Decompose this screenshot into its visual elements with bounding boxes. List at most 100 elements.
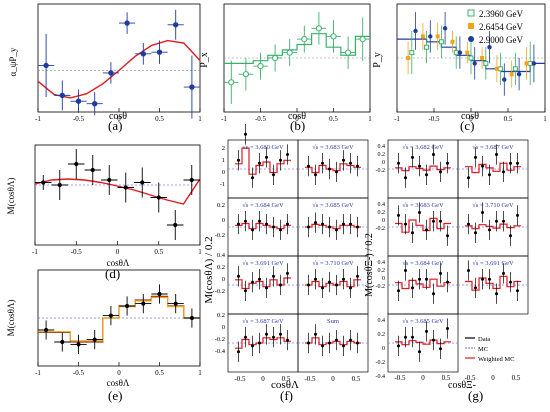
panel-g-point [397,161,400,165]
panel-f-ytick-label: 0 [222,217,225,224]
panel-f-histogram [305,337,361,346]
panel-b-xtick-label: -0.5 [255,115,267,123]
panel-f-point [237,158,240,162]
legend-entry: 2.6454 GeV [479,22,523,32]
panel-a-point [108,70,114,76]
panel-g-point [425,173,428,177]
panel-d-ylabel: M(cosθΛ) [6,178,16,215]
panel-b-xtick-label: 1 [368,115,372,123]
panel-d-xtick-label: 0.5 [154,248,163,256]
panel-f-energy-label: √s = 3.683 GeV [312,143,354,151]
panel-g-letter: (g) [468,388,483,403]
panel-a-point [59,92,65,99]
panel-g-point [488,277,491,281]
panel-g-ytick-label: -0.2 [376,360,386,366]
panel-g-ytick-label: 0.2 [378,268,386,274]
panel-d-point [41,180,46,185]
panel-f-point [356,164,359,168]
panel-f-point [286,222,289,226]
panel-g-ytick-label: -0.2 [376,226,386,232]
panel-g-histogram [395,165,451,172]
panel-g-point [397,213,400,217]
panel-f-point [286,271,289,275]
panel-f-point [314,173,317,177]
panel-f-point [251,228,254,232]
panel-g-point [495,219,498,223]
panel-f-point [356,225,359,229]
panel-e-point [157,291,162,297]
panel-g-point [418,164,421,168]
panel-f-point [335,338,338,342]
panel-f-point [342,158,345,162]
panel-b-point [330,33,337,40]
legend-marker [467,9,475,17]
panel-g-point [516,161,519,165]
panel-g-point [404,269,407,272]
panel-f-point [272,173,275,177]
panel-g-histogram [465,223,521,230]
panel-f-point [321,344,324,348]
panel-g-energy-label: √s = 3.710 GeV [472,201,514,209]
panel-g-legend-entry: Weighted MC [478,356,515,363]
panel-f-letter: (f) [280,388,293,403]
panel-c-point [465,50,470,55]
panel-c-point [512,66,518,72]
panel-b-ylabel: P_x [199,52,210,68]
panel-f-xlabel: cosθΛ [271,379,299,391]
panel-d-xtick-label: 1 [198,248,202,256]
panel-b-point [272,54,279,62]
panel-f-point [237,350,240,354]
panel-c-point [480,56,485,60]
panel-g-point [509,234,512,238]
panel-g-point [432,219,435,223]
panel-d-xlabel: cosθΛ [107,258,130,268]
panel-c-point [453,50,459,56]
panel-f-point [328,280,331,284]
panel-g-point [404,176,407,180]
panel-f-xtick-label: 0 [331,375,335,383]
panel-g-point [481,164,484,168]
panel-a-point [92,100,98,107]
panel-c-xtick-label: -0.5 [428,115,440,123]
panel-f-point [272,274,275,278]
panel-f-ytick-label: 0.2 [217,202,225,209]
panel-f-ytick-label: -0.2 [215,288,225,295]
panel-f-point [328,167,331,171]
panel-g-point [474,231,477,235]
panel-f-histogram [305,279,361,288]
panel-c-point [438,39,444,45]
panel-f-histogram [235,337,291,349]
panel-g-point [495,153,498,156]
panel-b-xtick-label: 0 [295,115,299,123]
panel-a-point [124,20,130,26]
panel-g-ytick-label: 0.4 [378,144,386,150]
panel-c-point [413,28,418,34]
panel-f-point [307,225,310,229]
panel-g-point [404,222,407,226]
panel-f-ytick-label: 0.2 [217,312,225,319]
panel-g-histogram [465,275,521,291]
panel-f-histogram [235,222,291,230]
panel-g-point [411,335,414,339]
panel-f-point [356,341,359,345]
panel-a-xtick-label: 0 [117,115,121,123]
panel-g-point [509,161,512,165]
panel-g-ytick-label: -0.2 [376,168,386,174]
panel-e-xtick-label: 0.5 [155,369,164,377]
panel-e-xlabel: cosθΛ [107,378,130,388]
panel-f-ytick-label: 1 [222,157,225,164]
panel-c-point [409,50,415,56]
panel-f-point [258,219,261,223]
panel-f-ytick-label: 2 [222,145,225,152]
panel-f-point [349,222,352,226]
panel-g-point [474,155,477,159]
panel-f-energy-label: √s = 3.710 GeV [312,259,354,267]
panel-e-letter: (e) [108,388,122,403]
panel-d-point [107,177,112,183]
panel-c-point [406,56,411,60]
panel-d-xtick-label: -0.5 [71,248,83,256]
panel-e-point [173,301,178,306]
panel-f-point [244,219,247,223]
panel-e-xtick-label: -1 [35,369,41,377]
panel-f-point [279,158,282,162]
